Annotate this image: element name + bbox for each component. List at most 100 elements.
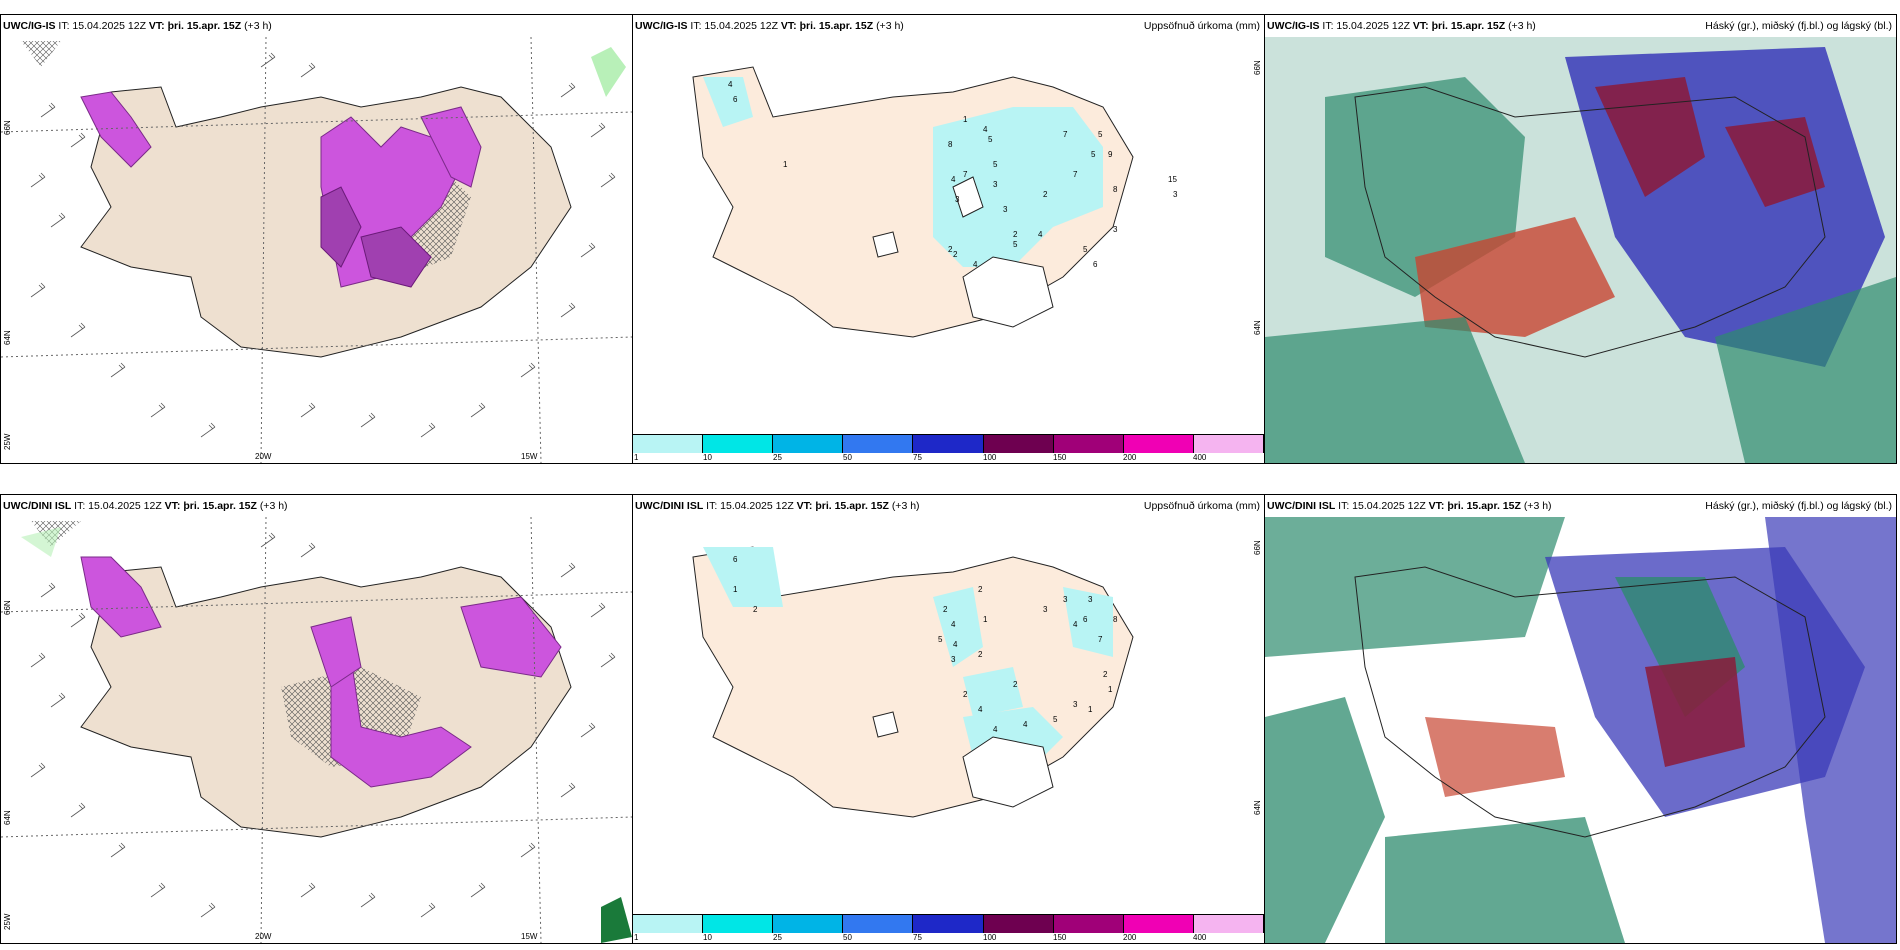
svg-text:5: 5 [1098, 130, 1103, 139]
lat-label-66: 66N [1253, 540, 1262, 555]
lon-label-20: 20W [255, 932, 272, 941]
colorbar-segment [983, 435, 1054, 453]
svg-text:5: 5 [1091, 150, 1096, 159]
cloud-cover-map-dini-isl: UWC/DINI ISL IT: 15.04.2025 12Z VT: þri.… [1264, 494, 1897, 944]
svg-text:3: 3 [1003, 205, 1008, 214]
colorbar-segment [1193, 915, 1264, 933]
colorbar-segment [913, 435, 984, 453]
cloud-layers-map [1265, 37, 1896, 463]
svg-text:6: 6 [733, 95, 738, 104]
accumulated-precip-map-ig-is: UWC/IG-IS IT: 15.04.2025 12Z VT: þri. 15… [632, 14, 1265, 464]
panel-right-title: Uppsöfnuð úrkoma (mm) [1143, 500, 1260, 512]
svg-text:2: 2 [943, 605, 948, 614]
svg-text:4: 4 [973, 260, 978, 269]
colorbar-segment [773, 435, 844, 453]
svg-text:3: 3 [1073, 700, 1078, 709]
lat-label-64: 64N [3, 330, 12, 345]
colorbar-segment [1053, 915, 1124, 933]
colorbar-segment [913, 915, 984, 933]
svg-text:3: 3 [1063, 595, 1068, 604]
colorbar-segment [1123, 435, 1194, 453]
panel-title: UWC/IG-IS IT: 15.04.2025 12Z VT: þri. 15… [3, 20, 272, 32]
colorbar-segment [843, 915, 914, 933]
svg-text:3: 3 [1113, 225, 1118, 234]
cloud-layers-map [1265, 517, 1896, 943]
lat-label-66: 66N [3, 120, 12, 135]
iceland-precip-map: 6 1 2 2 4 2 1 4 3 5 3 4 2 3 3 6 7 8 4 2 … [692, 546, 1134, 818]
panel-right-title: Háský (gr.), miðský (fj.bl.) og lágský (… [1705, 20, 1892, 32]
colorbar-ticks: 1 10 25 50 75 100 150 200 400 [634, 453, 1207, 462]
colorbar-segment [703, 915, 774, 933]
panel-right-title: Háský (gr.), miðský (fj.bl.) og lágský (… [1705, 500, 1892, 512]
panel-title: UWC/DINI ISL IT: 15.04.2025 12Z VT: þri.… [3, 500, 288, 512]
svg-text:2: 2 [1103, 670, 1108, 679]
wind-precip-map-ig-is: UWC/IG-IS IT: 15.04.2025 12Z VT: þri. 15… [0, 14, 633, 464]
svg-text:2: 2 [1013, 680, 1018, 689]
cloud-cover-map-ig-is: UWC/IG-IS IT: 15.04.2025 12Z VT: þri. 15… [1264, 14, 1897, 464]
colorbar-segment [983, 915, 1054, 933]
svg-text:7: 7 [1073, 170, 1078, 179]
lat-label-66: 66N [3, 600, 12, 615]
accumulated-precip-map-dini-isl: UWC/DINI ISL IT: 15.04.2025 12Z VT: þri.… [632, 494, 1265, 944]
svg-text:3: 3 [1043, 605, 1048, 614]
svg-text:1: 1 [1088, 705, 1093, 714]
svg-text:6: 6 [733, 555, 738, 564]
wind-precip-map-dini-isl: UWC/DINI ISL IT: 15.04.2025 12Z VT: þri.… [0, 494, 633, 944]
lon-label-15: 15W [521, 932, 538, 941]
svg-text:15: 15 [1168, 175, 1177, 184]
svg-text:2: 2 [953, 250, 958, 259]
svg-text:7: 7 [963, 170, 968, 179]
svg-text:5: 5 [1013, 240, 1018, 249]
svg-text:8: 8 [1113, 615, 1118, 624]
svg-text:1: 1 [1108, 685, 1113, 694]
precip-blob [330, 656, 472, 788]
svg-text:4: 4 [1023, 720, 1028, 729]
svg-text:5: 5 [1053, 715, 1058, 724]
lat-label-64: 64N [1253, 320, 1262, 335]
svg-text:4: 4 [951, 620, 956, 629]
svg-text:7: 7 [1098, 635, 1103, 644]
lat-label-66: 66N [1253, 60, 1262, 75]
colorbar-segment [773, 915, 844, 933]
svg-text:3: 3 [993, 180, 998, 189]
svg-text:2: 2 [1013, 230, 1018, 239]
svg-text:6: 6 [1083, 615, 1088, 624]
svg-text:4: 4 [953, 640, 958, 649]
svg-text:6: 6 [1093, 260, 1098, 269]
panel-title: UWC/IG-IS IT: 15.04.2025 12Z VT: þri. 15… [635, 20, 904, 32]
lon-label-25: 25W [3, 433, 12, 450]
svg-text:5: 5 [993, 160, 998, 169]
svg-text:7: 7 [1063, 130, 1068, 139]
lat-label-64: 64N [3, 810, 12, 825]
svg-text:2: 2 [978, 650, 983, 659]
svg-text:1: 1 [733, 585, 738, 594]
svg-text:4: 4 [1038, 230, 1043, 239]
colorbar-segment [1123, 915, 1194, 933]
svg-text:4: 4 [951, 175, 956, 184]
colorbar-segment [633, 915, 704, 933]
svg-text:4: 4 [993, 725, 998, 734]
svg-text:5: 5 [1083, 245, 1088, 254]
precip-value-labels: 6 1 2 2 4 2 1 4 3 5 3 4 2 3 3 6 7 8 4 2 … [733, 555, 1118, 734]
colorbar-segment [1193, 435, 1264, 453]
svg-text:5: 5 [988, 135, 993, 144]
svg-text:3: 3 [1088, 595, 1093, 604]
svg-text:4: 4 [1073, 620, 1078, 629]
panel-right-title: Uppsöfnuð úrkoma (mm) [1143, 20, 1260, 32]
panel-title: UWC/DINI ISL IT: 15.04.2025 12Z VT: þri.… [635, 500, 920, 512]
svg-text:4: 4 [983, 125, 988, 134]
lon-label-20: 20W [255, 452, 272, 461]
iceland-wind-map [1, 517, 632, 943]
svg-text:1: 1 [983, 615, 988, 624]
precip-colorbar [633, 434, 1264, 453]
lat-label-64: 64N [1253, 800, 1262, 815]
svg-text:2: 2 [963, 690, 968, 699]
svg-text:2: 2 [978, 585, 983, 594]
precip-colorbar [633, 914, 1264, 933]
svg-text:3: 3 [1173, 190, 1178, 199]
svg-text:1: 1 [963, 115, 968, 124]
lon-label-15: 15W [521, 452, 538, 461]
precip-value-labels: 6 4 1 8 7 4 3 4 1 5 5 3 3 2 2 4 2 5 7 5 … [728, 80, 1178, 269]
colorbar-segment [1053, 435, 1124, 453]
svg-text:8: 8 [1113, 185, 1118, 194]
